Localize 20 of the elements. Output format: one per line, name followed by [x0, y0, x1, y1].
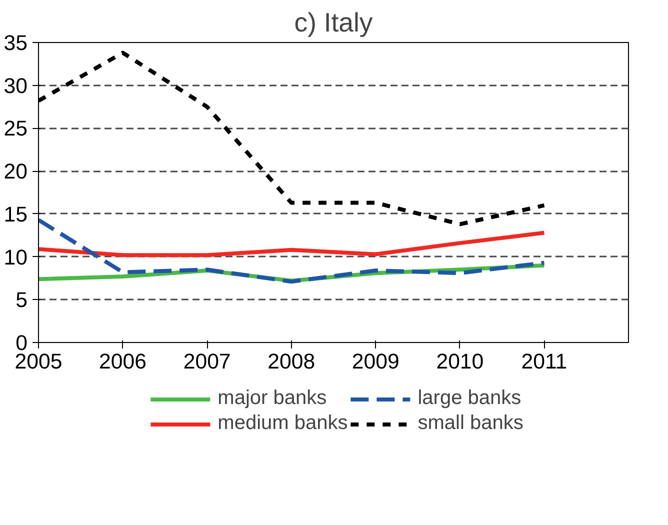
legend-label: medium banks — [218, 412, 348, 435]
legend-label: major banks — [218, 387, 327, 410]
x-tick-label: 2011 — [521, 350, 568, 374]
legend-label: small banks — [418, 412, 524, 435]
y-tick-label: 25 — [4, 116, 28, 141]
x-tick-label: 2008 — [268, 350, 316, 374]
legend-label: large banks — [418, 387, 522, 410]
y-tick-label: 20 — [4, 160, 28, 184]
line-series — [38, 230, 546, 258]
chart-title: c) Italy — [294, 8, 374, 38]
x-tick-label: 2006 — [99, 350, 147, 374]
y-tick-label: 10 — [4, 245, 28, 270]
y-tick-label: 15 — [4, 202, 28, 226]
line-series — [38, 218, 546, 284]
x-tick-label: 2010 — [436, 350, 484, 374]
y-tick-label: 30 — [4, 74, 28, 98]
x-tick-label: 2009 — [352, 350, 400, 374]
y-tick-label: 5 — [16, 288, 28, 312]
x-tick-label: 2007 — [183, 350, 231, 374]
y-tick-label: 35 — [4, 31, 28, 55]
